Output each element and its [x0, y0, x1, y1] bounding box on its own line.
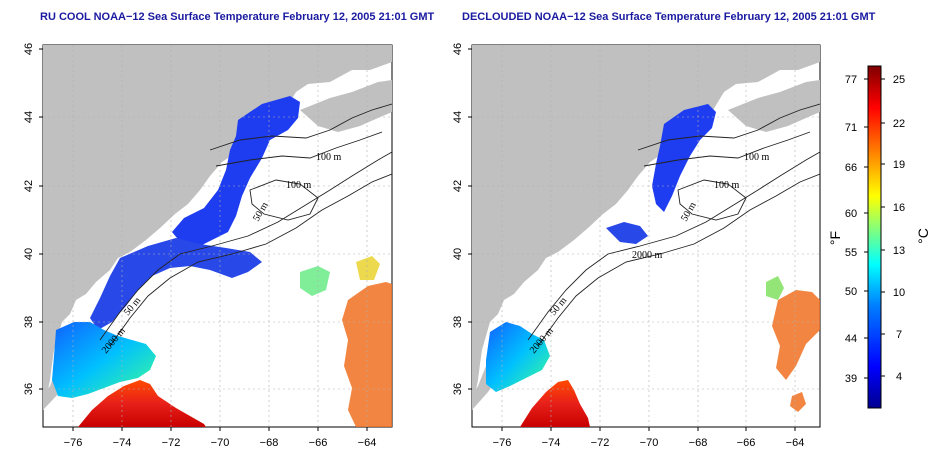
left-warm-eddies: [342, 282, 392, 427]
right-y-tick-label: 46: [452, 43, 464, 55]
left-map-panel: 100 m 100 m 50 m 50 m 2000 m −76 −74 −72…: [23, 43, 393, 449]
right-warm-eddies: [772, 290, 820, 380]
left-green-patch: [300, 266, 330, 296]
fahrenheit-tick-label: 66: [845, 162, 857, 174]
left-cold-water-shelf: [90, 238, 262, 330]
right-x-tick-label: −74: [542, 437, 561, 449]
right-y-tick-label: 42: [452, 180, 464, 192]
left-y-tick-label: 36: [23, 383, 35, 395]
left-x-tick-label: −70: [211, 437, 230, 449]
right-x-tick-label: −66: [737, 437, 756, 449]
left-coastal-water: [52, 322, 156, 398]
right-y-tick-label: 38: [452, 316, 464, 328]
left-panel-title: RU COOL NOAA−12 Sea Surface Temperature …: [40, 11, 435, 23]
left-y-axis: 36 38 40 42 44 46: [23, 43, 43, 395]
right-x-tick-label: −64: [786, 437, 805, 449]
left-yellow-patch: [356, 256, 380, 280]
left-contour-label-2: 100 m: [286, 180, 312, 191]
celsius-tick-label: 13: [893, 245, 905, 257]
left-x-tick-label: −64: [358, 437, 377, 449]
right-y-tick-label: 40: [452, 248, 464, 260]
colorbar-celsius-ticks: [881, 78, 885, 377]
left-x-tick-label: −76: [64, 437, 83, 449]
left-x-tick-label: −74: [113, 437, 132, 449]
right-x-tick-label: −68: [689, 437, 708, 449]
left-y-tick-label: 46: [23, 43, 35, 55]
right-map-panel: 100 m 100 m 50 m 2000 m 50 m 2000 m −76 …: [452, 43, 821, 449]
left-y-tick-label: 38: [23, 316, 35, 328]
left-x-tick-label: −66: [309, 437, 328, 449]
fahrenheit-tick-label: 60: [845, 208, 857, 220]
left-contour-label-1: 100 m: [316, 152, 342, 163]
left-y-tick-label: 44: [23, 111, 35, 123]
right-y-tick-label: 44: [452, 111, 464, 123]
right-x-tick-label: −76: [493, 437, 512, 449]
right-orange-spot: [790, 392, 806, 412]
left-land-north-america: [43, 45, 392, 410]
right-coastal-water: [486, 322, 550, 392]
colorbar-fahrenheit-ticks: [864, 78, 868, 379]
celsius-tick-label: 22: [893, 118, 905, 130]
left-y-tick-label: 40: [23, 248, 35, 260]
right-bathymetry-contours: [527, 103, 820, 347]
fahrenheit-tick-label: 44: [845, 333, 857, 345]
celsius-tick-label: 19: [893, 159, 905, 171]
left-land-nova-scotia: [300, 80, 392, 132]
left-x-tick-label: −68: [260, 437, 279, 449]
celsius-tick-label: 10: [893, 287, 905, 299]
right-green-patch: [766, 276, 784, 300]
celsius-unit-label: °C: [915, 228, 931, 244]
left-graticule: [43, 45, 392, 427]
fahrenheit-tick-label: 77: [845, 74, 857, 86]
right-contour-label-2: 100 m: [714, 180, 740, 191]
left-cold-water-gulf-of-maine: [172, 96, 300, 248]
right-gulf-stream-warm: [520, 380, 590, 427]
left-y-tick-label: 42: [23, 180, 35, 192]
right-x-tick-label: −72: [591, 437, 610, 449]
fahrenheit-tick-label: 71: [845, 122, 857, 134]
left-x-tick-label: −72: [162, 437, 181, 449]
fahrenheit-tick-label: 39: [845, 373, 857, 385]
right-cold-water-shelf: [606, 222, 648, 244]
left-bathymetry-contours: [99, 103, 392, 347]
celsius-tick-label: 4: [896, 371, 902, 383]
right-y-axis: 36 38 40 42 44 46: [452, 43, 472, 395]
celsius-tick-label: 25: [893, 74, 905, 86]
fahrenheit-unit-label: °F: [827, 231, 843, 245]
right-contour-label-1: 100 m: [744, 152, 770, 163]
right-cold-water-gulf-of-maine: [652, 104, 716, 212]
right-graticule: [472, 45, 820, 427]
right-land-north-america: [472, 45, 820, 410]
left-x-axis: −76 −74 −72 −70 −68 −66 −64: [64, 427, 377, 449]
colorbar-gradient: [867, 65, 882, 409]
right-contour-label-4: 2000 m: [632, 250, 663, 261]
right-land-nova-scotia: [728, 80, 820, 132]
fahrenheit-tick-label: 55: [845, 247, 857, 259]
left-gulf-stream-warm: [78, 380, 206, 427]
celsius-tick-label: 16: [893, 202, 905, 214]
fahrenheit-tick-label: 50: [845, 286, 857, 298]
right-y-tick-label: 36: [452, 383, 464, 395]
right-x-tick-label: −70: [640, 437, 659, 449]
right-x-axis: −76 −74 −72 −70 −68 −66 −64: [493, 427, 805, 449]
celsius-tick-label: 7: [896, 329, 902, 341]
temperature-colorbar: 77 71 66 60 55 50 44 39 25 22 19 16 13 1…: [827, 65, 931, 409]
right-panel-title: DECLOUDED NOAA−12 Sea Surface Temperatur…: [462, 11, 876, 23]
